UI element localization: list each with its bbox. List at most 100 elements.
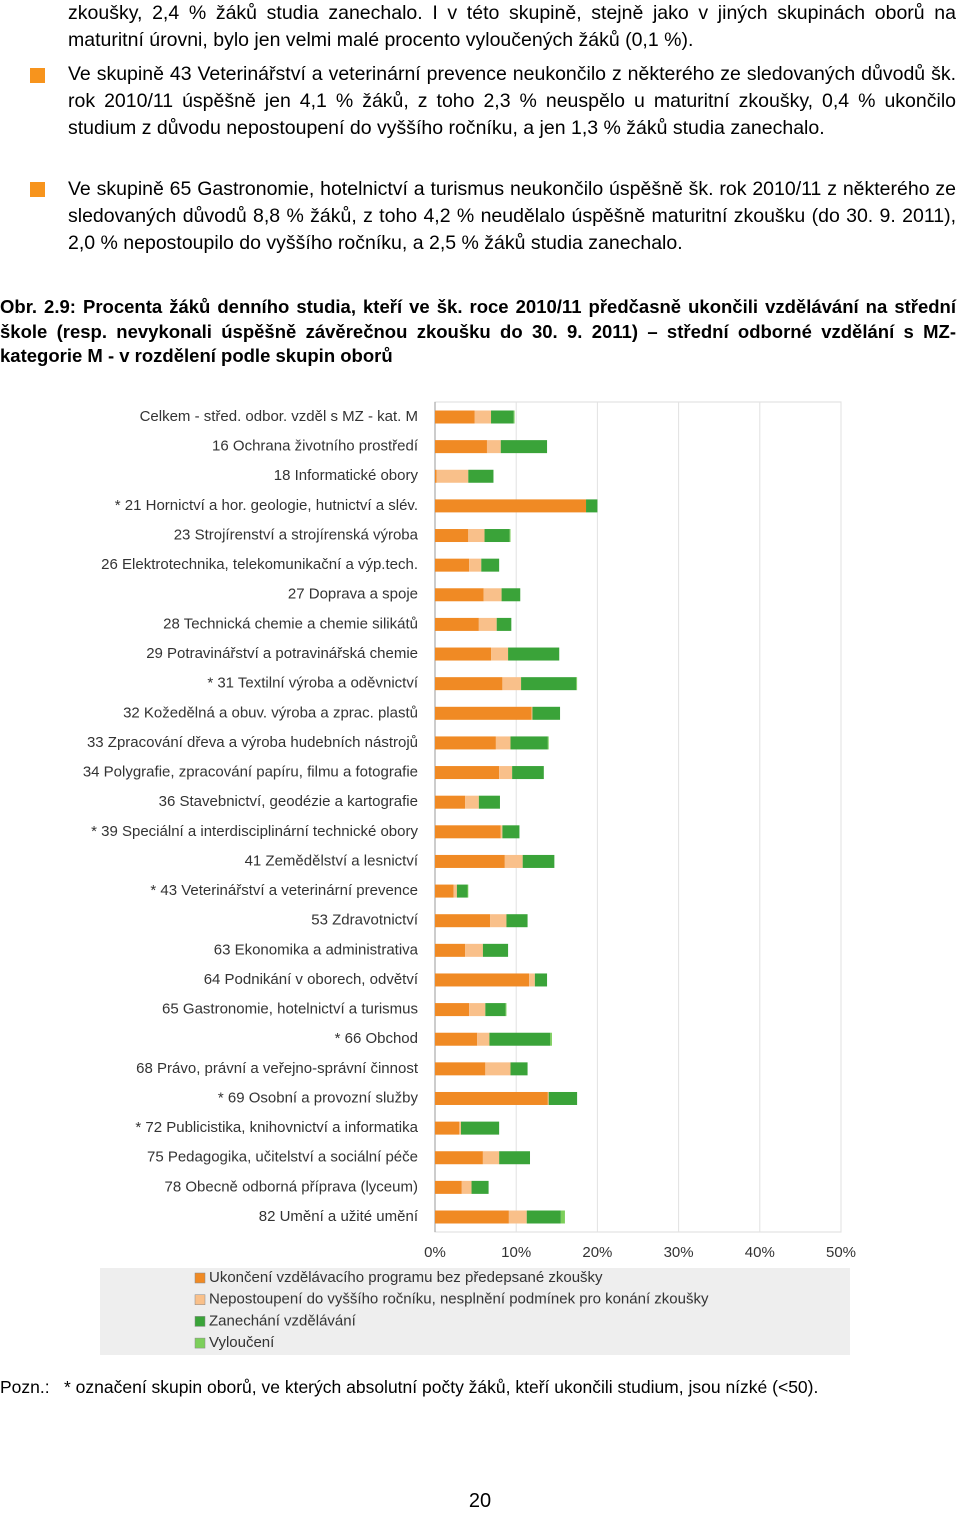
bar-segment bbox=[502, 825, 520, 839]
bar-segment bbox=[482, 1151, 500, 1165]
bar-segment bbox=[483, 588, 502, 602]
chart: 0% 10% 20% 30% 40% 50% Celkem - střed. odbor. … bbox=[83, 401, 856, 1355]
category-label: Celkem - střed. odbor. vzděl s MZ - kat.… bbox=[140, 408, 418, 425]
bar-segment bbox=[435, 677, 503, 691]
bar-segment bbox=[435, 1121, 460, 1135]
bar-segment bbox=[529, 973, 535, 987]
bar-segment bbox=[465, 943, 483, 957]
bar-segment bbox=[513, 410, 515, 424]
x-tick-label: 10% bbox=[501, 1244, 531, 1261]
category-label: 64 Podnikání v oborech, odvětví bbox=[204, 971, 419, 988]
figure-caption: Obr. 2.9: Procenta žáků denního studia, … bbox=[0, 296, 956, 366]
bar-segment bbox=[435, 410, 475, 424]
bar-segment bbox=[506, 914, 528, 928]
bullet-marker bbox=[30, 182, 45, 197]
legend-swatch bbox=[194, 1316, 206, 1327]
x-tick-label: 40% bbox=[745, 1244, 775, 1261]
bar-segment bbox=[512, 766, 544, 780]
x-tick-label: 0% bbox=[424, 1244, 446, 1261]
legend-label: Vyloučení bbox=[209, 1334, 275, 1351]
legend-label: Ukončení vzdělávacího programu bez přede… bbox=[209, 1269, 603, 1286]
bar-segment bbox=[489, 1032, 551, 1046]
bar-segment bbox=[435, 647, 492, 661]
bar-segment bbox=[500, 440, 548, 454]
category-label: * 69 Osobní a provozní služby bbox=[218, 1089, 419, 1106]
category-label: 29 Potravinářství a potravinářská chemie bbox=[146, 645, 418, 662]
bar-segment bbox=[560, 1210, 565, 1224]
bar-segment bbox=[461, 1180, 472, 1194]
category-label: 33 Zpracování dřeva a výroba hudebních n… bbox=[87, 734, 418, 751]
bar-segment bbox=[469, 558, 482, 572]
x-tick-label: 30% bbox=[664, 1244, 694, 1261]
bar-segment bbox=[500, 825, 503, 839]
bar-segment bbox=[534, 973, 548, 987]
bar-segment bbox=[459, 1121, 461, 1135]
category-label: 41 Zemědělství a lesnictví bbox=[245, 852, 419, 869]
category-label: * 66 Obchod bbox=[335, 1030, 418, 1047]
bar-segment bbox=[453, 884, 457, 898]
legend-swatch bbox=[194, 1337, 206, 1349]
category-label: 34 Polygrafie, zpracování papíru, filmu … bbox=[83, 764, 418, 781]
category-label: 53 Zdravotnictví bbox=[311, 912, 419, 929]
bar-segment bbox=[509, 529, 511, 543]
bar-segment bbox=[548, 1091, 578, 1105]
bar-segment bbox=[496, 617, 512, 631]
category-label: 36 Stavebnictví, geodézie a kartografie bbox=[159, 793, 418, 810]
bar-segment bbox=[510, 1062, 528, 1076]
legend-swatch bbox=[194, 1272, 206, 1284]
bar-segment bbox=[586, 499, 598, 513]
bar-segment bbox=[504, 854, 523, 868]
bar-segment bbox=[491, 647, 509, 661]
bar-segment bbox=[435, 529, 469, 543]
bar-segment bbox=[435, 1151, 483, 1165]
category-label: 82 Umění a užité umění bbox=[259, 1208, 419, 1225]
bar-segment bbox=[468, 529, 485, 543]
bar-segment bbox=[435, 1180, 462, 1194]
bar-segment bbox=[501, 588, 521, 602]
plot-area bbox=[434, 401, 842, 1233]
bar-segment bbox=[435, 1062, 486, 1076]
category-label: * 31 Textilní výroba a oděvnictví bbox=[207, 675, 419, 692]
bar-segment bbox=[460, 1121, 500, 1135]
bar-segment bbox=[485, 1003, 506, 1017]
bar-segment bbox=[435, 558, 470, 572]
bar-segment bbox=[486, 440, 501, 454]
bar-segment bbox=[436, 469, 469, 483]
bar-segment bbox=[435, 1091, 548, 1105]
bar-segment bbox=[490, 914, 507, 928]
legend-label: Nepostoupení do vyššího ročníku, nesplně… bbox=[209, 1291, 709, 1308]
category-label: 18 Informatické obory bbox=[274, 467, 419, 484]
category-label: 32 Kožedělná a obuv. výroba a zprac. pla… bbox=[123, 704, 418, 721]
bar-segment bbox=[508, 1210, 527, 1224]
paragraph: zkoušky, 2,4 % žáků studia zanechalo. I … bbox=[68, 2, 956, 51]
bar-segment bbox=[478, 617, 497, 631]
bar-segment bbox=[482, 943, 509, 957]
bar-segment bbox=[550, 1032, 552, 1046]
bar-segment bbox=[495, 736, 511, 750]
bullet-text: Ve skupině 43 Veterinářství a veterinárn… bbox=[68, 63, 956, 139]
page-number: 20 bbox=[468, 1490, 492, 1512]
legend-swatch bbox=[194, 1294, 206, 1305]
bar-segment bbox=[435, 943, 466, 957]
bar-segment bbox=[435, 469, 437, 483]
bar-segment bbox=[435, 706, 532, 720]
bar-segment bbox=[499, 766, 513, 780]
bar-segment bbox=[505, 1003, 507, 1017]
note-label: Pozn.: bbox=[0, 1377, 50, 1397]
bar-segment bbox=[477, 1032, 490, 1046]
bar-segment bbox=[456, 884, 468, 898]
bar-segment bbox=[435, 588, 484, 602]
bar-segment bbox=[521, 677, 577, 691]
bar-segment bbox=[435, 499, 587, 513]
category-label: 65 Gastronomie, hotelnictví a turismus bbox=[162, 1001, 418, 1018]
bar-segment bbox=[435, 795, 466, 809]
bar-segment bbox=[576, 677, 578, 691]
category-label: 26 Elektrotechnika, telekomunikační a vý… bbox=[101, 556, 418, 573]
legend-box bbox=[100, 1268, 850, 1355]
category-label: 63 Ekonomika a administrativa bbox=[214, 941, 419, 958]
category-label: 16 Ochrana životního prostředí bbox=[212, 438, 419, 455]
category-label: 27 Doprava a spoje bbox=[288, 586, 418, 603]
bar-segment bbox=[474, 410, 492, 424]
bar-segment bbox=[531, 706, 533, 720]
